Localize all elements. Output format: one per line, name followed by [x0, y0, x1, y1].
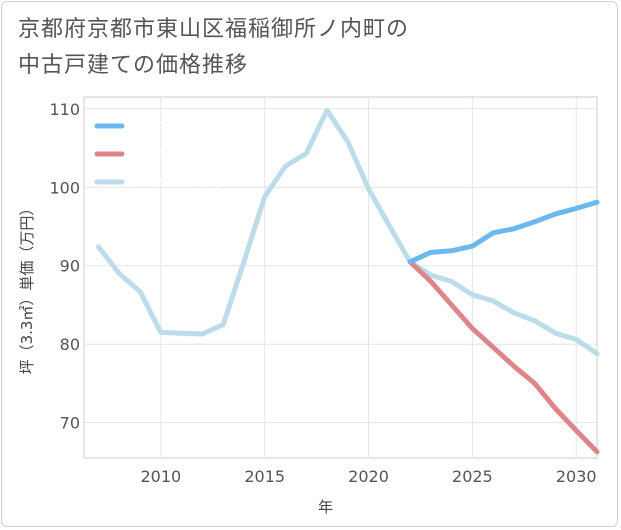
series-line-2 — [407, 259, 600, 455]
y-tick-label: 100 — [49, 178, 80, 197]
series-line-3 — [96, 107, 600, 357]
x-tick-label: 2030 — [556, 467, 597, 486]
x-tick-label: 2025 — [452, 467, 493, 486]
y-tick-label: 90 — [60, 257, 80, 276]
y-axis-title: 坪（3.3㎡）単価（万円） — [18, 201, 36, 375]
x-tick-label: 2010 — [140, 467, 181, 486]
chart-title-line2: 中古戸建ての価格推移 — [18, 53, 249, 78]
x-tick-label: 2015 — [244, 467, 285, 486]
y-tick-label: 80 — [60, 335, 80, 354]
legend-label-3: ノーマルシナリオ — [127, 176, 223, 190]
legend-label-1: グッドシナリオ — [127, 120, 211, 134]
x-tick-label: 2020 — [348, 467, 389, 486]
legend-label-2: バッドシナリオ — [127, 148, 211, 162]
chart-title-line1: 京都府京都市東山区福稲御所ノ内町の — [18, 17, 410, 42]
y-tick-label: 110 — [49, 100, 80, 119]
series-line-1 — [407, 199, 600, 265]
y-tick-label: 70 — [60, 414, 80, 433]
x-axis-title: 年 — [318, 498, 333, 516]
plot-area — [83, 96, 598, 459]
chart-title: 京都府京都市東山区福稲御所ノ内町の 中古戸建ての価格推移 — [18, 12, 598, 84]
